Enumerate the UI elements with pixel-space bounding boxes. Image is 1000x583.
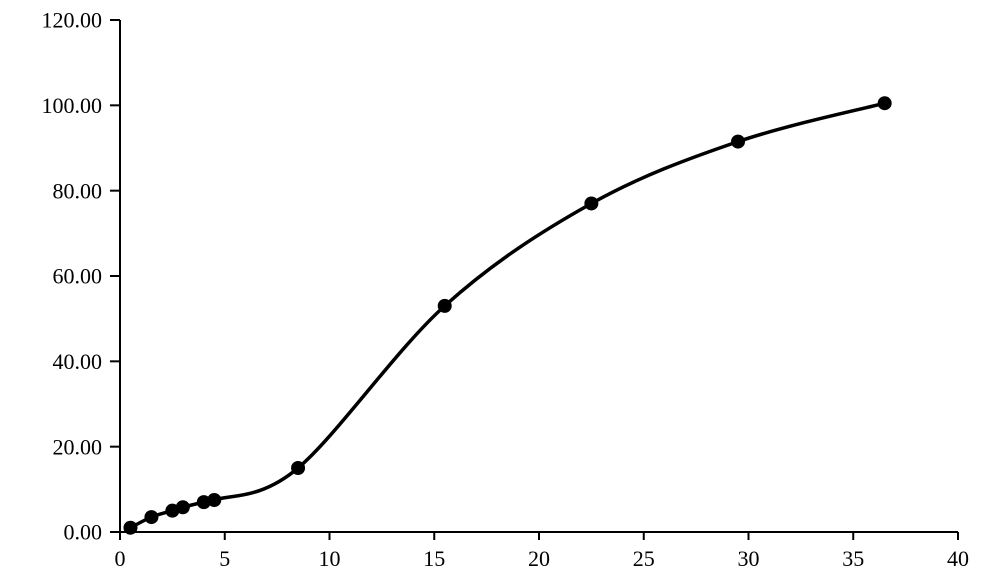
x-tick-label: 25: [633, 546, 655, 571]
x-tick-label: 15: [423, 546, 445, 571]
x-tick-label: 5: [219, 546, 230, 571]
data-point: [123, 521, 137, 535]
data-point: [878, 96, 892, 110]
y-tick-label: 0.00: [64, 520, 103, 545]
y-tick-label: 120.00: [42, 8, 103, 33]
y-tick-label: 20.00: [53, 434, 103, 459]
data-point: [731, 135, 745, 149]
y-tick-label: 40.00: [53, 349, 103, 374]
y-tick-label: 60.00: [53, 264, 103, 289]
x-tick-label: 35: [842, 546, 864, 571]
data-point: [176, 500, 190, 514]
data-point: [207, 493, 221, 507]
x-tick-label: 20: [528, 546, 550, 571]
y-tick-label: 80.00: [53, 178, 103, 203]
y-tick-label: 100.00: [42, 93, 103, 118]
x-tick-label: 10: [319, 546, 341, 571]
data-point: [584, 196, 598, 210]
chart-container: 0 5 10 15 20 25 30 35 40 0.00 20.00 40.00 60.00 80.00…: [0, 0, 1000, 583]
line-chart: 0 5 10 15 20 25 30 35 40 0.00 20.00 40.00 60.00 80.00…: [0, 0, 1000, 583]
x-tick-label: 30: [738, 546, 760, 571]
data-point: [438, 299, 452, 313]
data-point: [144, 510, 158, 524]
x-tick-label: 40: [947, 546, 969, 571]
x-tick-label: 0: [115, 546, 126, 571]
data-point: [291, 461, 305, 475]
